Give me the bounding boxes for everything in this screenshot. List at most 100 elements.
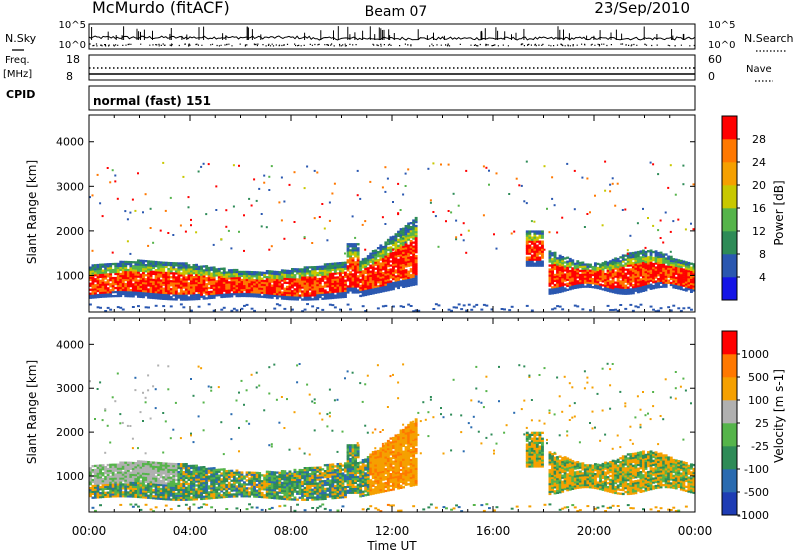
power-cell (210, 266, 214, 269)
power-cell (331, 280, 335, 283)
velocity-cell (157, 495, 161, 498)
power-cell (682, 276, 686, 279)
power-cell (606, 289, 610, 292)
power-cell (364, 291, 368, 295)
power-cell (533, 230, 537, 233)
power-cell (235, 292, 239, 296)
nsearch-tick-high: 10^5 (708, 20, 735, 31)
velocity-cell (187, 464, 191, 468)
power-cell (599, 285, 602, 288)
power-cell (599, 275, 602, 278)
velocity-cell (137, 460, 140, 463)
power-cell (624, 268, 628, 271)
power-cell (306, 278, 309, 281)
power-cell (139, 281, 143, 284)
power-cell (629, 254, 633, 257)
power-cell (399, 258, 403, 261)
power-cell (402, 271, 405, 274)
power-cell (344, 271, 347, 274)
power-cell (369, 284, 373, 287)
power-cell (273, 272, 277, 275)
velocity-cell (255, 495, 259, 498)
power-cell (210, 292, 214, 295)
power-cell (232, 291, 236, 294)
velocity-cell (162, 480, 166, 483)
power-cell (667, 263, 671, 266)
power-cell (142, 277, 145, 281)
power-cell (553, 275, 557, 279)
power-cell (414, 220, 418, 224)
power-cell (573, 278, 577, 281)
velocity-cell (157, 491, 161, 494)
power-cell (634, 267, 638, 270)
velocity-cell (131, 483, 135, 486)
power-cell (207, 282, 211, 286)
power-cell (238, 274, 241, 278)
power-cell (200, 285, 203, 288)
power-cell (356, 265, 360, 268)
power-cell (323, 283, 327, 286)
power-cell (91, 270, 95, 273)
power-cell (222, 279, 226, 282)
velocity-cell (124, 483, 128, 486)
velocity-speck (134, 389, 137, 392)
power-cell (184, 296, 188, 299)
power-cell (402, 233, 405, 236)
power-cell (94, 294, 97, 297)
power-cell (359, 272, 363, 276)
power-cell (339, 296, 342, 299)
power-cell (326, 271, 330, 274)
power-ground-cell (417, 309, 421, 312)
power-cell (684, 263, 688, 266)
power-cell (639, 272, 643, 275)
power-cell (586, 279, 590, 282)
power-cell (371, 286, 375, 289)
power-speck (551, 176, 554, 179)
power-ground-cell (669, 309, 673, 312)
velocity-cell (217, 476, 221, 479)
power-cell (596, 278, 600, 282)
power-cell (611, 258, 615, 262)
power-cell (533, 264, 537, 267)
power-cell (139, 269, 143, 272)
power-cell (561, 274, 565, 277)
power-cell (541, 262, 544, 265)
power-cell (351, 253, 355, 256)
power-cell (361, 260, 365, 263)
power-cell (386, 282, 390, 286)
power-cell (636, 250, 640, 254)
power-cell (414, 271, 418, 274)
velocity-cell (172, 474, 176, 478)
velocity-cell (137, 491, 140, 495)
power-cell (614, 261, 618, 264)
velocity-cell (270, 482, 274, 486)
power-cell (621, 266, 625, 269)
power-cell (576, 264, 580, 267)
velocity-cell (192, 492, 196, 495)
power-cell (548, 280, 552, 283)
power-cell (359, 280, 363, 284)
power-cell (392, 251, 395, 255)
power-cell (207, 272, 211, 276)
velocity-cell (131, 489, 135, 492)
velocity-cell (195, 472, 198, 475)
power-cell (687, 266, 691, 269)
power-cell (106, 287, 110, 290)
power-cell (369, 274, 373, 277)
power-cell (333, 272, 337, 275)
power-cell (614, 273, 618, 276)
power-cell (94, 288, 97, 291)
velocity-cell (245, 487, 249, 490)
velocity-cell (230, 483, 234, 486)
power-cell (217, 269, 221, 273)
velocity-cell (243, 489, 246, 492)
velocity-cell (111, 489, 115, 492)
power-cell (634, 283, 638, 286)
velocity-cell (187, 468, 191, 472)
power-cell (690, 290, 693, 293)
power-cell (159, 267, 163, 270)
power-cell (89, 288, 92, 291)
power-cell (657, 274, 660, 277)
power-cell (551, 288, 554, 291)
power-cell (96, 271, 100, 275)
